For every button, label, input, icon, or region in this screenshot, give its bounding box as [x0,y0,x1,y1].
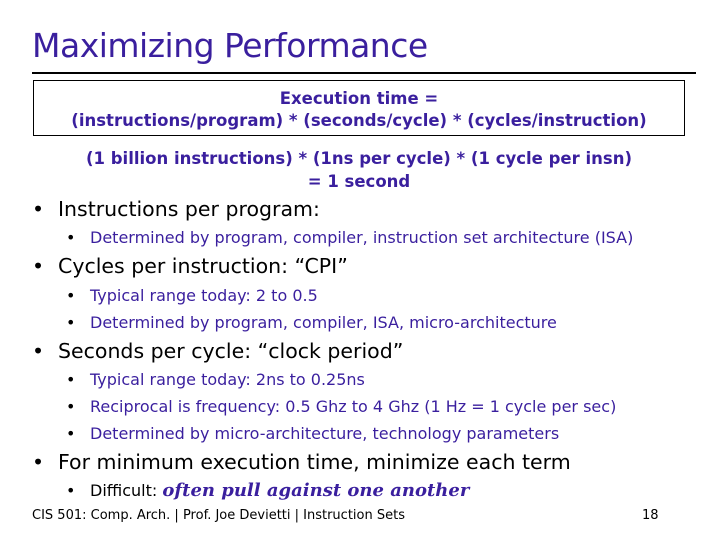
example-calculation: (1 billion instructions) * (1ns per cycl… [33,147,685,193]
sub-bullet: • Difficult: often pull against one anoth… [66,480,469,501]
bullet-text: Cycles per instruction: “CPI” [58,254,348,278]
formula-line-2: (instructions/program) * (seconds/cycle)… [71,111,647,130]
sub-bullet: • Typical range today: 2 to 0.5 [66,286,318,305]
example-line-2: = 1 second [307,172,411,191]
sub-bullet-text: Typical range today: 2 to 0.5 [90,286,318,305]
bullet-marker: • [66,424,76,443]
bullet-text: Seconds per cycle: “clock period” [58,339,404,363]
formula-line-1: Execution time = [279,89,439,108]
bullet-marker: • [66,228,76,247]
bullet-text: Instructions per program: [58,197,320,221]
page-number: 18 [642,508,659,523]
sub-bullet: • Determined by micro-architecture, techn… [66,424,559,443]
bullet-marker: • [32,197,45,221]
formula-box: Execution time = (instructions/program) … [33,80,685,136]
bullet-marker: • [32,339,45,363]
bullet-marker: • [66,481,76,500]
bullet-seconds-per-cycle: • Seconds per cycle: “clock period” [32,339,403,363]
bullet-cycles-per-instruction: • Cycles per instruction: “CPI” [32,254,348,278]
slide-title: Maximizing Performance [32,26,428,65]
sub-bullet: • Determined by program, compiler, instru… [66,228,633,247]
footer-text: CIS 501: Comp. Arch. | Prof. Joe Deviett… [32,508,405,523]
sub-bullet-text: Reciprocal is frequency: 0.5 Ghz to 4 Gh… [90,397,617,416]
bullet-text: For minimum execution time, minimize eac… [58,450,571,474]
bullet-marker: • [66,313,76,332]
sub-bullet-text: Typical range today: 2ns to 0.25ns [90,370,365,389]
bullet-instructions-per-program: • Instructions per program: [32,197,320,221]
sub-bullet-prefix: Difficult: [90,481,163,500]
sub-bullet: • Typical range today: 2ns to 0.25ns [66,370,365,389]
sub-bullet: • Determined by program, compiler, ISA, m… [66,313,557,332]
bullet-minimize-each-term: • For minimum execution time, minimize ea… [32,450,571,474]
example-line-1: (1 billion instructions) * (1ns per cycl… [85,149,632,168]
bullet-marker: • [32,450,45,474]
sub-bullet-emphasis: often pull against one another [162,480,470,501]
sub-bullet: • Reciprocal is frequency: 0.5 Ghz to 4 G… [66,397,616,416]
bullet-marker: • [32,254,45,278]
title-rule [32,72,696,74]
bullet-marker: • [66,286,76,305]
bullet-marker: • [66,370,76,389]
bullet-marker: • [66,397,76,416]
sub-bullet-text: Determined by micro-architecture, techno… [90,424,560,443]
sub-bullet-text: Determined by program, compiler, instruc… [90,228,634,247]
sub-bullet-text: Determined by program, compiler, ISA, mi… [90,313,557,332]
